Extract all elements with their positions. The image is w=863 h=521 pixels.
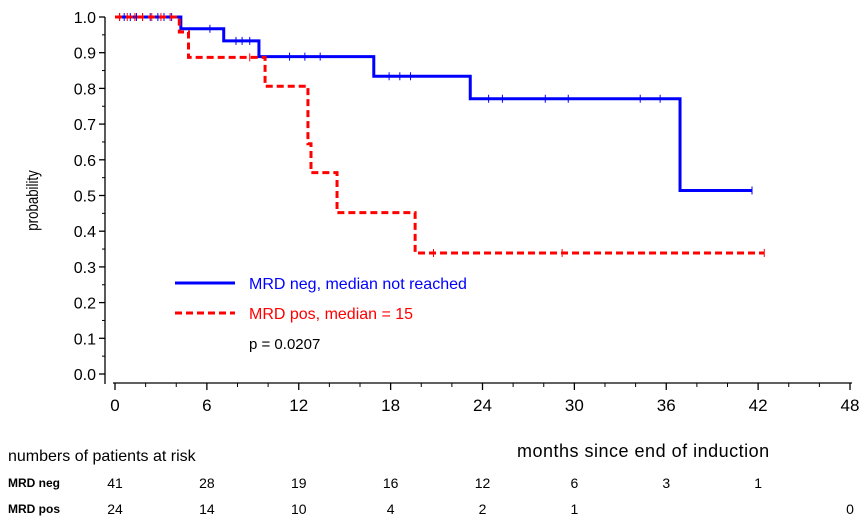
- y-tick-label: 0.7: [74, 117, 96, 134]
- at-risk-value: 10: [290, 501, 307, 517]
- legend-label: MRD pos, median = 15: [249, 306, 413, 323]
- at-risk-value: 6: [570, 475, 579, 491]
- y-tick-label: 0.0: [74, 367, 96, 384]
- x-tick-label: 18: [381, 396, 400, 415]
- x-tick-label: 0: [110, 396, 119, 415]
- y-tick-label: 0.9: [74, 46, 96, 63]
- at-risk-value: 41: [107, 475, 123, 491]
- at-risk-value: 24: [107, 501, 123, 517]
- at-risk-row-label: MRD pos: [8, 502, 60, 516]
- survival-curves: [115, 13, 765, 257]
- y-axis-label: probability: [24, 170, 43, 231]
- y-tick-label: 0.6: [74, 153, 96, 170]
- at-risk-value: 4: [386, 501, 395, 517]
- axes: 0.0 0.1 0.2 0.3 0.4 0.5 0.6 0.7 0.8 0.9 1.0 0 6 12 18 2…: [24, 10, 860, 415]
- x-tick-label: 42: [749, 396, 768, 415]
- legend: MRD neg, median not reached MRD pos, medi…: [175, 276, 467, 353]
- y-tick-label: 0.2: [74, 296, 96, 313]
- y-tick-label: 0.8: [74, 81, 96, 98]
- at-risk-value: 2: [478, 501, 487, 517]
- x-tick-label: 36: [657, 396, 676, 415]
- at-risk-value: 1: [754, 475, 763, 491]
- survival-curve-mrd-pos: [115, 15, 765, 255]
- at-risk-value: 12: [474, 475, 491, 491]
- y-tick-label: 0.5: [74, 189, 96, 206]
- x-axis-label: months since end of induction: [517, 441, 770, 461]
- at-risk-value: 3: [662, 475, 671, 491]
- at-risk-value: 0: [846, 501, 854, 517]
- at-risk-title: numbers of patients at risk: [8, 448, 196, 465]
- at-risk-value: 28: [199, 475, 215, 491]
- x-tick-label: 48: [841, 396, 860, 415]
- x-tick-label: 6: [202, 396, 211, 415]
- x-tick-label: 30: [565, 396, 584, 415]
- y-tick-label: 1.0: [74, 10, 96, 27]
- at-risk-row-label: MRD neg: [8, 476, 60, 490]
- y-tick-label: 0.3: [74, 260, 96, 277]
- legend-label: MRD neg, median not reached: [249, 276, 467, 293]
- at-risk-value: 1: [570, 501, 579, 517]
- survival-curve-mrd-neg: [115, 15, 752, 193]
- p-value-annotation: p = 0.0207: [249, 336, 320, 353]
- at-risk-value: 19: [290, 475, 307, 491]
- y-tick-label: 0.4: [74, 224, 96, 241]
- at-risk-value: 14: [199, 501, 215, 517]
- y-tick-label: 0.1: [74, 331, 96, 348]
- x-tick-label: 12: [289, 396, 308, 415]
- x-tick-label: 24: [473, 396, 492, 415]
- at-risk-value: 16: [382, 475, 399, 491]
